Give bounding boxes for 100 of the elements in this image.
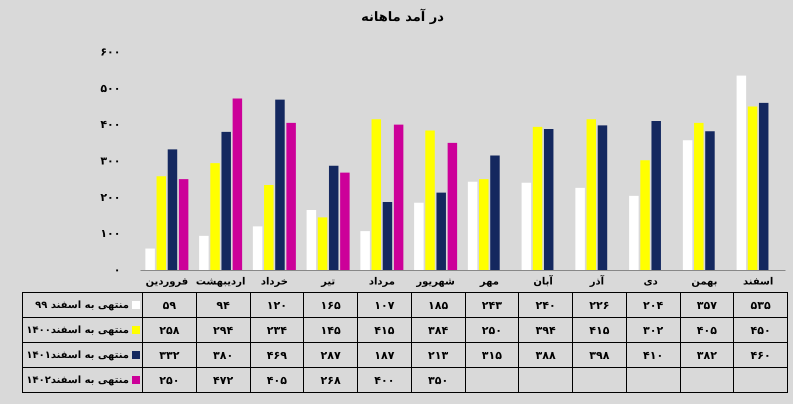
bar bbox=[210, 163, 220, 270]
data-label: ۴۵۰ bbox=[734, 318, 788, 342]
data-label: ۱۲۰ bbox=[250, 292, 304, 318]
data-label: ۵۹ bbox=[142, 292, 196, 318]
x-tick-label: خرداد bbox=[260, 276, 288, 288]
data-label: ۲۱۳ bbox=[411, 342, 465, 368]
x-tick-label: اردیبهشت bbox=[196, 276, 246, 288]
data-label: ۳۵۷ bbox=[680, 292, 734, 318]
legend-label: منتهی به اسفند ۹۹ bbox=[22, 292, 142, 318]
data-label: ۲۶۸ bbox=[304, 368, 358, 392]
bar bbox=[479, 179, 489, 270]
bar bbox=[705, 131, 715, 270]
bar bbox=[221, 132, 231, 270]
bar bbox=[275, 100, 285, 270]
bar bbox=[168, 149, 178, 270]
data-label: ۱۰۷ bbox=[358, 292, 412, 318]
x-tick-label: مرداد bbox=[368, 276, 395, 288]
data-label: ۳۸۴ bbox=[411, 318, 465, 342]
bar bbox=[544, 129, 554, 270]
bar bbox=[682, 140, 692, 270]
bar bbox=[651, 121, 661, 270]
data-label: ۱۶۵ bbox=[304, 292, 358, 318]
data-label: ۲۰۴ bbox=[626, 292, 680, 318]
data-label: ۴۰۵ bbox=[680, 318, 734, 342]
bar bbox=[586, 119, 596, 270]
chart-title: در آمد ماهانه bbox=[361, 8, 444, 25]
data-label: ۲۵۰ bbox=[465, 318, 519, 342]
bar bbox=[252, 226, 262, 270]
x-tick-label: مهر bbox=[478, 276, 499, 288]
bar bbox=[694, 122, 704, 270]
data-label: ۴۷۲ bbox=[196, 368, 250, 392]
data-label: ۳۵۰ bbox=[411, 368, 465, 392]
bar bbox=[328, 166, 338, 270]
data-label: ۴۱۵ bbox=[358, 318, 412, 342]
bar bbox=[340, 172, 350, 270]
data-label: ۲۴۰ bbox=[518, 292, 572, 318]
bar bbox=[748, 106, 758, 270]
data-label: ۳۹۴ bbox=[518, 318, 572, 342]
bar bbox=[156, 176, 166, 270]
x-tick-label: تیر bbox=[320, 276, 336, 288]
data-label: ۴۱۰ bbox=[626, 342, 680, 368]
bar bbox=[532, 126, 542, 270]
bar bbox=[264, 184, 274, 270]
data-label: ۲۲۶ bbox=[572, 292, 626, 318]
data-label: ۲۵۸ bbox=[142, 318, 196, 342]
bar bbox=[758, 102, 768, 270]
bar bbox=[372, 119, 382, 270]
x-tick-label: آذر bbox=[588, 274, 605, 288]
y-tick-label: ۵۰۰ bbox=[100, 82, 120, 95]
data-label: ۳۸۰ bbox=[196, 342, 250, 368]
data-label: ۳۱۵ bbox=[465, 342, 519, 368]
bar bbox=[382, 202, 392, 270]
data-label: ۴۶۹ bbox=[250, 342, 304, 368]
bar bbox=[640, 160, 650, 270]
bar bbox=[575, 188, 585, 270]
bar bbox=[360, 231, 370, 270]
bar bbox=[178, 179, 188, 270]
data-label: ۵۳۵ bbox=[734, 292, 788, 318]
data-label: ۱۸۵ bbox=[411, 292, 465, 318]
data-label: ۳۹۸ bbox=[572, 342, 626, 368]
x-tick-label: اسفند bbox=[742, 276, 774, 288]
data-label: ۴۰۰ bbox=[358, 368, 412, 392]
data-label: ۲۳۴ bbox=[250, 318, 304, 342]
x-tick-label: دی bbox=[643, 276, 658, 288]
bar bbox=[286, 122, 296, 270]
data-label: ۳۸۸ bbox=[518, 342, 572, 368]
data-label: ۲۵۰ bbox=[142, 368, 196, 392]
bar bbox=[199, 236, 209, 270]
data-label: ۳۰۲ bbox=[626, 318, 680, 342]
data-label: ۹۴ bbox=[196, 292, 250, 318]
data-label: ۲۹۴ bbox=[196, 318, 250, 342]
bar bbox=[394, 124, 404, 270]
bar bbox=[490, 156, 500, 270]
data-label: ۴۱۵ bbox=[572, 318, 626, 342]
y-tick-label: ۳۰۰ bbox=[100, 154, 120, 168]
bar bbox=[522, 182, 532, 270]
bar bbox=[318, 217, 328, 270]
data-label: ۴۶۰ bbox=[734, 342, 788, 368]
data-label: ۱۴۵ bbox=[304, 318, 358, 342]
y-tick-label: ۲۰۰ bbox=[100, 190, 120, 204]
x-tick-label: آبان bbox=[533, 274, 554, 288]
data-label: ۲۴۳ bbox=[465, 292, 519, 318]
legend-label: منتهی به اسفند۱۴۰۲ bbox=[22, 368, 142, 392]
bar bbox=[468, 182, 478, 270]
bar bbox=[145, 248, 155, 270]
data-label: ۲۸۷ bbox=[304, 342, 358, 368]
data-label: ۴۰۵ bbox=[250, 368, 304, 392]
data-label: ۱۸۷ bbox=[358, 342, 412, 368]
x-tick-label: فروردین bbox=[146, 276, 188, 288]
bar bbox=[232, 98, 242, 270]
y-tick-label: ۶۰۰ bbox=[100, 46, 120, 58]
bar bbox=[448, 142, 458, 270]
bar bbox=[736, 76, 746, 270]
data-label: ۳۸۲ bbox=[680, 342, 734, 368]
bar bbox=[425, 130, 435, 270]
legend-label: منتهی به اسفند۱۴۰۱ bbox=[22, 342, 142, 368]
bar bbox=[598, 125, 608, 270]
bar bbox=[629, 196, 639, 270]
legend-label: منتهی به اسفند۱۴۰۰ bbox=[22, 318, 142, 342]
bar bbox=[306, 210, 316, 270]
